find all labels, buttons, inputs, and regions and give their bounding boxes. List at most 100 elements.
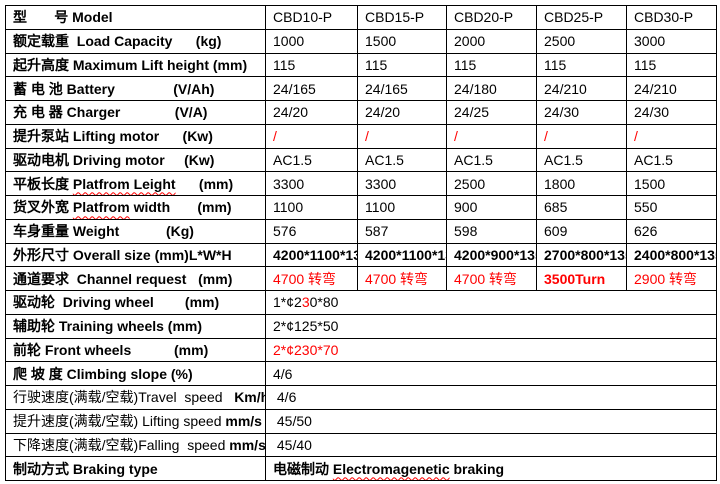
cell-platform-width-col5: 550 — [626, 195, 717, 220]
text-run: CBD30-P — [634, 9, 694, 26]
cell-model-col2: CBD15-P — [357, 5, 447, 30]
text-run: 通道要求 Channel request (mm) — [13, 270, 233, 287]
cell-driving-motor-col5: AC1.5 — [626, 147, 717, 173]
text-run: 685 — [544, 199, 568, 216]
text-run: 24/20 — [365, 104, 401, 121]
cell-platform-length-col1: 3300 — [265, 171, 358, 196]
text-run: 115 — [544, 56, 567, 73]
text-run: 3300 — [273, 175, 305, 192]
cell-lift-height-col2: 115 — [357, 52, 447, 78]
text-run: mm/s — [229, 436, 266, 453]
cell-platform-length-col4: 1800 — [536, 171, 627, 196]
text-run: 电磁制动 — [273, 460, 333, 477]
text-run: 辅助轮 Training wheels (mm) — [13, 318, 203, 335]
row-label-overall-size: 外形尺寸 Overall size (mm)L*W*H — [5, 242, 266, 268]
text-run: 2500 — [454, 175, 486, 192]
cell-overall-size-col4: 2700*800*1350 — [536, 242, 627, 268]
row-label-battery: 蓄 电 池 Battery (V/Ah) — [5, 76, 266, 101]
text-run: 4200*1100*1350 — [273, 246, 357, 263]
cell-platform-length-col3: 2500 — [446, 171, 537, 196]
cell-battery-col3: 24/180 — [446, 76, 537, 101]
table-row-falling-speed: 下降速度(满载/空载)Falling speed mm/s 45/40 — [5, 432, 717, 458]
text-run: 2900 转弯 — [634, 270, 698, 287]
cell-model-col3: CBD20-P — [446, 5, 537, 30]
cell-weight-col4: 609 — [536, 218, 627, 244]
row-label-front-wheels: 前轮 Front wheels (mm) — [5, 337, 266, 363]
text-run: 1*¢2 — [273, 294, 302, 311]
cell-charger-col1: 24/20 — [265, 100, 358, 125]
table-row-load-capacity: 额定载重 Load Capacity (kg) 1000 1500 2000 2500 3… — [5, 28, 717, 54]
text-run: width (mm) — [129, 199, 232, 216]
cell-lifting-motor-col5: / — [626, 123, 717, 149]
text-run: 115 — [365, 56, 388, 73]
text-run: AC1.5 — [544, 151, 583, 168]
text-run: 前轮 Front wheels (mm) — [13, 341, 209, 358]
cell-battery-col4: 24/210 — [536, 76, 627, 101]
table-row-channel-request: 通道要求 Channel request (mm) 4700 转弯 4700 转弯 4… — [5, 266, 717, 291]
cell-lift-height-col4: 115 — [536, 52, 627, 78]
cell-weight-col2: 587 — [357, 218, 447, 244]
cell-braking-type-merged: 电磁制动 Electromagenetic braking — [265, 456, 717, 481]
text-run: 4700 转弯 — [273, 270, 337, 287]
row-label-platform-length: 平板长度 Platfrom Leight (mm) — [5, 171, 266, 196]
text-run: 4200*900*1350 — [454, 246, 536, 263]
text-run: (mm) — [175, 175, 234, 192]
text-run: 115 — [454, 56, 477, 73]
table-row-lift-height: 起升高度 Maximum Lift height (mm) 115 115 115 11… — [5, 52, 717, 78]
table-row-driving-wheel: 驱动轮 Driving wheel (mm) 1*¢230*80 — [5, 290, 717, 315]
text-run: CBD10-P — [273, 9, 333, 26]
text-run: 24/30 — [544, 104, 580, 121]
cell-climbing-slope-merged: 4/6 — [265, 361, 717, 386]
row-label-load-capacity: 额定载重 Load Capacity (kg) — [5, 28, 266, 54]
spec-table-body: 型 号 Model CBD10-P CBD15-P CBD20-P CBD25-P CBD… — [5, 5, 717, 481]
cell-load-capacity-col4: 2500 — [536, 28, 627, 54]
cell-lifting-motor-col1: / — [265, 123, 358, 149]
text-run: 2*¢125*50 — [273, 318, 339, 335]
spec-table: 型 号 Model CBD10-P CBD15-P CBD20-P CBD25-P CBD… — [5, 5, 717, 481]
text-run: 24/210 — [634, 80, 677, 97]
table-row-platform-width: 货叉外宽 Platfrom width (mm) 1100 1100 900 685 55… — [5, 195, 717, 220]
row-label-weight: 车身重量 Weight (Kg) — [5, 218, 266, 244]
row-label-lifting-motor: 提升泵站 Lifting motor (Kw) — [5, 123, 266, 149]
cell-overall-size-col2: 4200*1100*1350 — [357, 242, 447, 268]
text-run: 4/6 — [273, 365, 293, 382]
text-run: 驱动轮 Driving wheel (mm) — [13, 294, 220, 311]
text-run: 1100 — [365, 199, 396, 216]
text-run: 2500 — [544, 33, 576, 50]
cell-charger-col2: 24/20 — [357, 100, 447, 125]
text-run: 0*80 — [309, 294, 339, 311]
text-run: 24/165 — [365, 80, 408, 97]
row-label-driving-motor: 驱动电机 Driving motor (Kw) — [5, 147, 266, 173]
text-run: 626 — [634, 223, 658, 240]
table-row-driving-motor: 驱动电机 Driving motor (Kw) AC1.5 AC1.5 AC1.5 AC… — [5, 147, 717, 173]
text-run: 2700*800*1350 — [544, 246, 626, 263]
row-label-model: 型 号 Model — [5, 5, 266, 30]
cell-platform-length-col5: 1500 — [626, 171, 717, 196]
text-run: 609 — [544, 223, 568, 240]
cell-lifting-motor-col4: / — [536, 123, 627, 149]
cell-load-capacity-col1: 1000 — [265, 28, 358, 54]
cell-training-wheels-merged: 2*¢125*50 — [265, 313, 717, 339]
row-label-training-wheels: 辅助轮 Training wheels (mm) — [5, 313, 266, 339]
cell-lifting-motor-col3: / — [446, 123, 537, 149]
text-run: 24/25 — [454, 104, 490, 121]
row-label-driving-wheel: 驱动轮 Driving wheel (mm) — [5, 290, 266, 315]
text-run: 4700 转弯 — [365, 270, 429, 287]
text-run: 576 — [273, 223, 297, 240]
text-run: mm/s — [225, 413, 262, 430]
row-label-travel-speed: 行驶速度(满载/空载)Travel speed Km/h — [5, 385, 266, 410]
text-run: Electromagenetic — [332, 460, 450, 477]
text-run: 2400*800*1350 — [634, 246, 716, 263]
text-run: 提升泵站 Lifting motor (Kw) — [13, 128, 213, 145]
cell-lift-height-col1: 115 — [265, 52, 358, 78]
text-run: / — [544, 128, 548, 145]
text-run: 平板长度 — [13, 175, 73, 192]
table-row-platform-length: 平板长度 Platfrom Leight (mm) 3300 3300 2500 180… — [5, 171, 717, 196]
text-run: 充 电 器 Charger (V/A) — [13, 104, 208, 121]
text-run: 4200*1100*1350 — [365, 246, 446, 263]
table-row-overall-size: 外形尺寸 Overall size (mm)L*W*H 4200*1100*135… — [5, 242, 717, 268]
text-run: 3000 — [634, 33, 666, 50]
cell-lifting-motor-col2: / — [357, 123, 447, 149]
table-row-weight: 车身重量 Weight (Kg) 576 587 598 609 626 — [5, 218, 717, 244]
